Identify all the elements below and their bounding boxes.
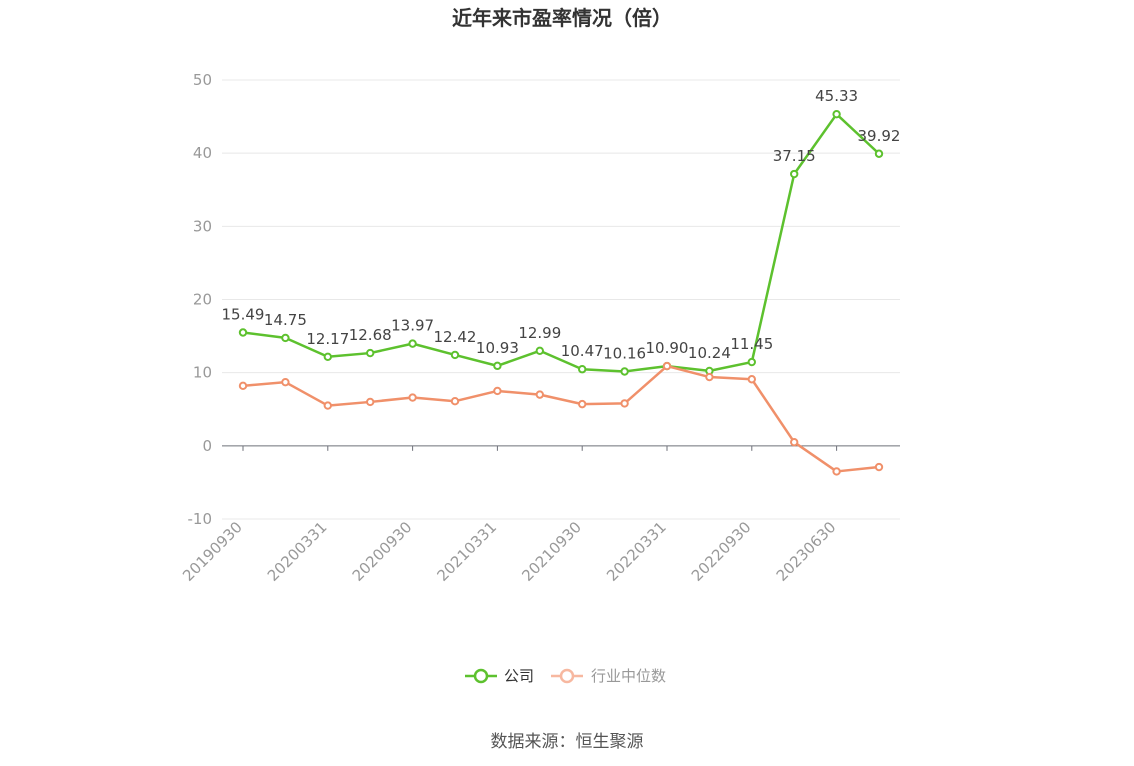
data-label: 12.42 [434, 328, 477, 346]
data-label: 10.16 [603, 344, 646, 362]
data-point [450, 397, 460, 406]
x-tick-label: 20230630 [773, 518, 840, 585]
y-axis-ticks: -10 0 10 20 30 40 50 [188, 71, 213, 528]
data-point [323, 401, 332, 410]
data-point [832, 109, 841, 119]
data-point [535, 346, 544, 355]
data-label: 10.47 [561, 342, 604, 360]
data-label: 45.33 [815, 87, 858, 105]
data-label: 12.17 [306, 330, 349, 348]
data-point [493, 361, 502, 371]
x-tick-label: 20210930 [518, 518, 585, 585]
data-point [662, 361, 672, 371]
data-point [408, 393, 417, 402]
data-label: 11.45 [730, 335, 773, 353]
x-tick-label: 20190930 [179, 518, 246, 585]
legend: 公司 行业中位数 [465, 667, 666, 685]
chart-title: 近年来市盈率情况（倍） [452, 6, 672, 30]
y-tick-label: 10 [193, 364, 212, 382]
data-label: 10.24 [688, 344, 731, 362]
legend-item-industry-median: 行业中位数 [551, 667, 666, 685]
x-tick-label: 20210331 [434, 518, 501, 585]
data-point [832, 467, 841, 476]
data-point [620, 367, 629, 376]
data-label: 13.97 [391, 317, 434, 335]
legend-label: 行业中位数 [591, 667, 666, 685]
data-point [450, 350, 460, 360]
data-label: 39.92 [858, 127, 901, 145]
data-point [874, 462, 884, 472]
series-line [242, 112, 880, 373]
y-tick-label: 30 [193, 217, 212, 235]
x-tick-label: 20220331 [603, 518, 670, 585]
data-point [578, 399, 587, 409]
data-point [874, 149, 884, 158]
data-point [535, 390, 544, 399]
x-tick-label: 20200930 [349, 518, 416, 585]
legend-item-company: 公司 [465, 667, 534, 685]
data-label: 10.93 [476, 339, 519, 357]
y-tick-label: 20 [193, 291, 212, 309]
data-label: 12.99 [518, 324, 561, 342]
y-tick-label: 40 [193, 144, 212, 162]
data-point [408, 339, 417, 348]
legend-label: 公司 [504, 667, 534, 685]
y-tick-label: 0 [202, 437, 212, 455]
data-point [578, 365, 587, 374]
grid-lines [222, 79, 900, 520]
data-label: 14.75 [264, 311, 307, 329]
data-point [281, 377, 290, 387]
data-point [238, 328, 248, 337]
legend-marker [473, 668, 489, 684]
x-tick-label: 20200331 [264, 518, 331, 585]
data-label: 15.49 [222, 305, 265, 323]
legend-marker [559, 668, 575, 684]
data-point [790, 437, 799, 447]
data-point [747, 357, 756, 367]
source-note: 数据来源：恒生聚源 [491, 732, 644, 752]
data-point [366, 348, 375, 358]
data-point [705, 372, 714, 382]
data-point [747, 375, 756, 384]
x-tick-label: 20220930 [688, 518, 755, 585]
data-label: 12.68 [349, 326, 392, 344]
data-label: 37.15 [773, 147, 816, 165]
series-industry-median [238, 361, 884, 476]
data-point [238, 381, 248, 391]
data-point [790, 169, 799, 179]
series-line [242, 364, 880, 473]
data-point [493, 386, 502, 396]
data-label: 10.90 [646, 339, 689, 357]
data-point [281, 333, 290, 343]
y-tick-label: 50 [193, 71, 212, 89]
data-point [323, 352, 332, 361]
data-point [620, 399, 629, 408]
y-tick-label: -10 [188, 510, 213, 528]
x-axis: 20190930 20200331 20200930 20210331 20210930… [179, 445, 900, 585]
data-point [366, 397, 375, 407]
